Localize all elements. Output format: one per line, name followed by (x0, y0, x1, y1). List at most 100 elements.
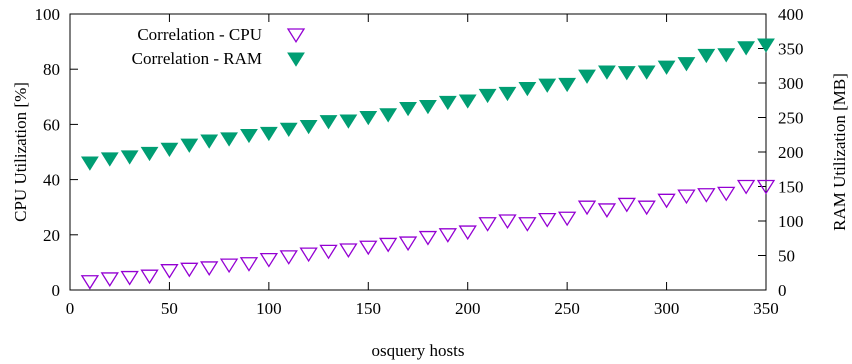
y-axis-left-label: CPU Utilization [%] (11, 82, 30, 222)
cpu-point (478, 217, 497, 232)
cpu-point (239, 257, 259, 272)
ram-point (140, 146, 159, 162)
ram-point (558, 77, 577, 93)
x-axis-label: osquery hosts (371, 341, 464, 360)
ram-point (160, 142, 179, 157)
ticks: 0 50 100 150 200 250 300 3500204060801000501001… (35, 5, 804, 318)
cpu-point (140, 269, 159, 285)
y-left-tick-label: 100 (35, 5, 61, 24)
ram-point (518, 82, 537, 97)
ram-point (419, 99, 437, 115)
marks (80, 38, 776, 290)
ram-point (299, 119, 318, 135)
ram-point (279, 122, 298, 137)
legend-label-ram: Correlation - RAM (132, 49, 262, 68)
y-right-tick-label: 0 (778, 281, 787, 300)
y-left-tick-label: 0 (52, 281, 61, 300)
y-left-tick-label: 60 (43, 115, 60, 134)
y-right-tick-label: 100 (778, 212, 804, 231)
ram-point (677, 57, 696, 72)
cpu-point (518, 217, 537, 232)
cpu-point (677, 189, 696, 205)
ram-point (598, 65, 616, 80)
legend-marker-ram (287, 52, 305, 67)
cpu-point (637, 200, 656, 216)
cpu-point (657, 193, 676, 209)
cpu-point (557, 211, 577, 227)
y-right-tick-label: 150 (778, 178, 804, 197)
cpu-point (80, 275, 100, 290)
ram-point (200, 134, 219, 149)
ram-point (399, 102, 417, 117)
y-axis-right-label: RAM Utilization [MB] (830, 73, 849, 231)
ram-point (319, 115, 338, 130)
cpu-point (339, 243, 358, 259)
ram-point (538, 78, 557, 93)
cpu-point (717, 186, 736, 202)
cpu-point (378, 237, 398, 253)
cpu-point (180, 262, 199, 278)
cpu-point (617, 197, 636, 213)
cpu-point (398, 236, 418, 252)
cpu-point (279, 250, 298, 265)
ram-point (737, 41, 756, 56)
y-right-tick-label: 250 (778, 109, 804, 128)
ram-point (259, 126, 278, 142)
ram-point (240, 128, 258, 144)
legend-marker-cpu (286, 28, 306, 44)
ram-point (359, 111, 378, 126)
ram-point (717, 48, 736, 63)
ram-point (80, 156, 99, 171)
cpu-point (458, 225, 477, 241)
cpu-point (200, 261, 219, 276)
ram-point (180, 138, 199, 153)
cpu-point (597, 203, 617, 218)
cpu-point (359, 240, 378, 256)
y-left-tick-label: 80 (43, 60, 60, 79)
ram-point (220, 132, 238, 147)
cpu-point (160, 264, 179, 279)
cpu-point (319, 244, 338, 260)
cpu-point (756, 179, 776, 195)
ram-point (578, 69, 596, 84)
ram-point (757, 38, 775, 53)
ram-point (478, 88, 497, 104)
cpu-point (498, 214, 517, 230)
cpu-point (299, 247, 318, 263)
cpu-point (577, 200, 597, 216)
y-left-tick-label: 20 (43, 226, 60, 245)
y-right-tick-label: 50 (778, 247, 795, 266)
x-tick-label: 150 (356, 299, 382, 318)
x-tick-label: 50 (161, 299, 178, 318)
y-right-tick-label: 300 (778, 74, 804, 93)
ram-point (697, 48, 716, 64)
cpu-point (259, 252, 279, 268)
x-tick-label: 250 (554, 299, 580, 318)
cpu-point (697, 188, 716, 203)
legend-label-cpu: Correlation - CPU (137, 25, 262, 44)
x-tick-label: 350 (753, 299, 779, 318)
cpu-point (736, 179, 756, 195)
y-left-tick-label: 40 (43, 171, 60, 190)
legend: Correlation - CPU Correlation - RAM (132, 25, 306, 68)
x-tick-label: 0 (66, 299, 75, 318)
ram-point (379, 108, 398, 123)
cpu-point (438, 228, 458, 243)
cpu-point (100, 272, 119, 287)
ram-point (120, 150, 139, 165)
cpu-point (120, 270, 139, 286)
y-right-tick-label: 350 (778, 40, 804, 59)
cpu-point (418, 230, 438, 246)
ram-point (617, 66, 636, 81)
x-tick-label: 200 (455, 299, 481, 318)
ram-point (657, 60, 676, 75)
y-right-tick-label: 200 (778, 143, 804, 162)
ram-point (458, 94, 477, 109)
ram-point (498, 86, 517, 102)
y-right-tick-label: 400 (778, 5, 804, 24)
x-tick-label: 300 (654, 299, 680, 318)
ram-point (100, 152, 119, 167)
x-tick-label: 100 (256, 299, 282, 318)
ram-point (339, 114, 358, 129)
